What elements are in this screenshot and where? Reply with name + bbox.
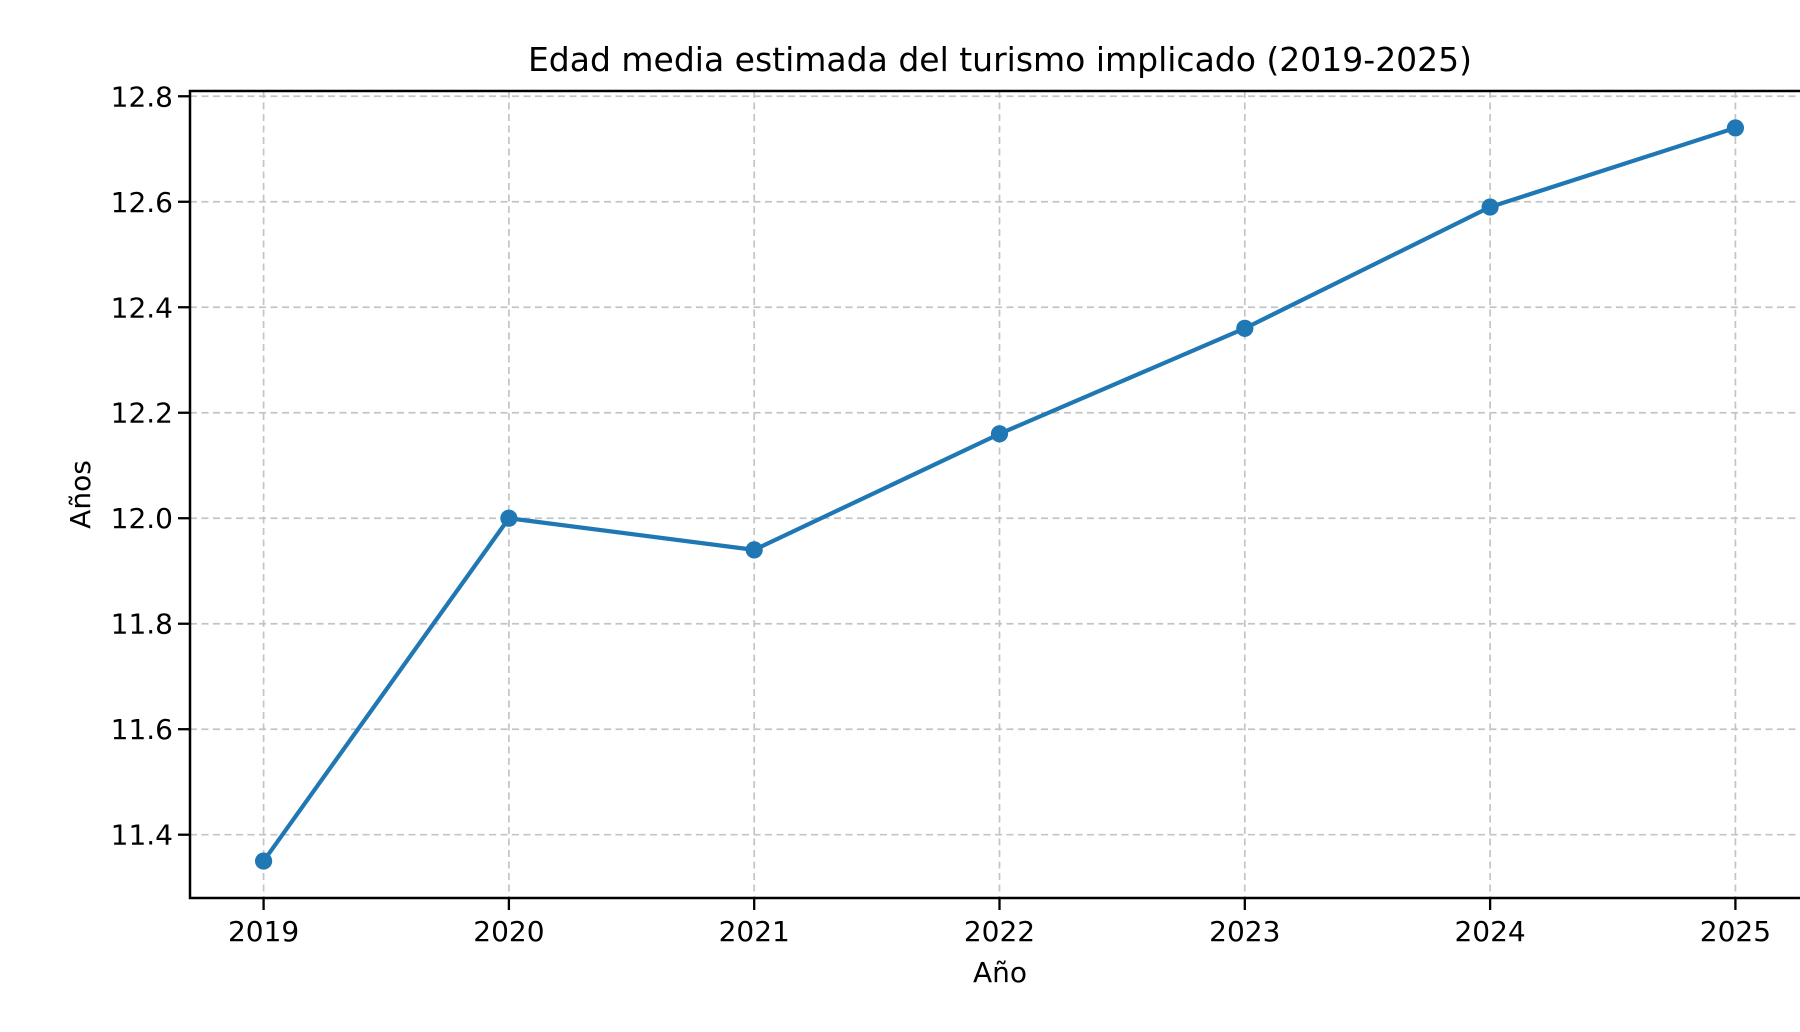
y-tick-label-11.4: 11.4: [111, 819, 173, 852]
y-tick-label-11.8: 11.8: [111, 608, 173, 641]
chart-title: Edad media estimada del turismo implicad…: [528, 40, 1472, 79]
x-tick-label-2021: 2021: [719, 915, 790, 948]
y-tick-label-12.8: 12.8: [111, 80, 173, 113]
data-point-2022: [990, 425, 1009, 443]
data-point-2024: [1481, 198, 1499, 216]
series-layer: [254, 119, 1745, 870]
grid-layer: [190, 91, 1800, 898]
data-point-2021: [745, 541, 763, 559]
y-tick-label-12.0: 12.0: [111, 502, 173, 535]
y-tick-label-12.4: 12.4: [111, 291, 173, 324]
data-point-2020: [500, 509, 518, 527]
x-tick-label-2024: 2024: [1454, 915, 1525, 948]
data-point-2023: [1236, 319, 1254, 337]
plot-border: [188, 89, 1800, 900]
axes-layer: 2019 2020 2021 2022 2023 2024 2025 11.4 11.6 11.8…: [111, 80, 1800, 948]
y-tick-label-12.6: 12.6: [111, 186, 173, 219]
data-point-2019: [254, 852, 273, 870]
x-tick-label-2019: 2019: [228, 915, 299, 948]
x-axis-label: Año: [973, 956, 1027, 989]
line-chart: 2019 2020 2021 2022 2023 2024 2025 11.4 11.6 11.8…: [64, 40, 1800, 989]
data-point-2025: [1726, 119, 1745, 137]
y-axis-label: Años: [64, 460, 97, 529]
chart-figure: 2019 2020 2021 2022 2023 2024 2025 11.4 11.6 11.8…: [40, 16, 1800, 1016]
x-tick-label-2020: 2020: [473, 915, 544, 948]
y-tick-label-11.6: 11.6: [111, 713, 173, 746]
x-tick-label-2022: 2022: [964, 915, 1035, 948]
x-tick-label-2025: 2025: [1700, 915, 1771, 948]
x-tick-label-2023: 2023: [1209, 915, 1280, 948]
y-tick-label-12.2: 12.2: [111, 397, 173, 430]
